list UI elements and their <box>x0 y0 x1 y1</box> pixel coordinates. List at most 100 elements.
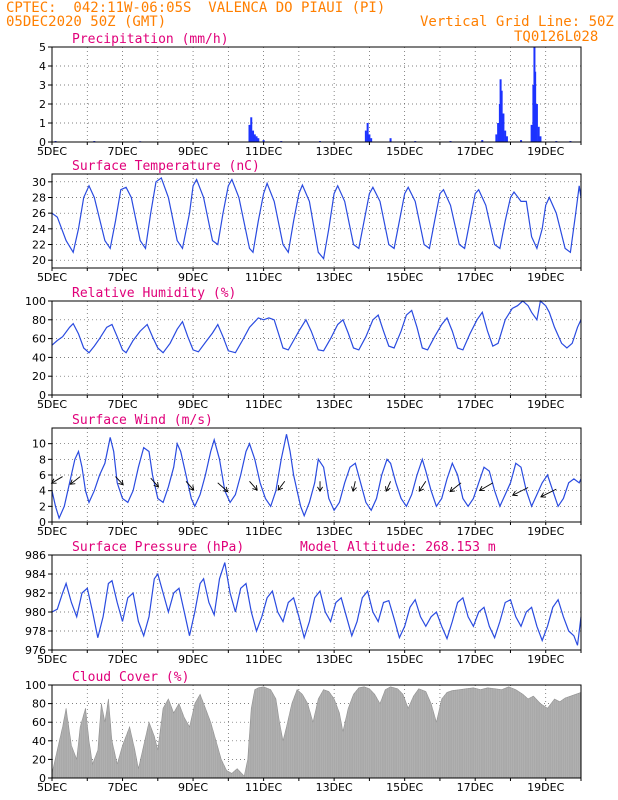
wind-ytick-label: 6 <box>39 469 46 482</box>
precip-bar <box>366 123 369 142</box>
temp-xtick-label: 9DEC <box>178 271 208 284</box>
cloud-area <box>51 686 582 779</box>
wind-xtick-label: 19DEC <box>527 525 564 538</box>
press-panel: 976 978 980 982 984 986 5DEC 7DEC 9DEC 11DEC 13DEC… <box>25 540 582 666</box>
wind-arrow <box>385 481 391 492</box>
wind-arrowhead <box>69 479 76 485</box>
precip-bar <box>537 126 540 142</box>
temp-title: Surface Temperature (nC) <box>72 159 260 174</box>
precip-bar <box>495 134 498 142</box>
precip-bar <box>502 113 505 142</box>
wind-arrowhead <box>540 492 546 498</box>
wind-arrowhead <box>351 486 357 493</box>
wind-arrow <box>512 487 529 496</box>
precip-frame <box>51 46 582 143</box>
cloud-xtick-label: 17DEC <box>457 781 494 794</box>
wind-arrowhead <box>511 490 518 497</box>
precip-bar <box>389 138 392 142</box>
precip-bar <box>368 134 371 142</box>
precip-bar <box>532 85 535 142</box>
precip-xtick-label: 5DEC <box>37 145 67 158</box>
precip-ytick-label: 0 <box>39 136 46 149</box>
precip-bar <box>539 136 542 142</box>
precip-bar <box>262 140 265 142</box>
precip-xtick-label: 19DEC <box>527 145 564 158</box>
rh-xtick-label: 19DEC <box>527 398 564 411</box>
wind-arrow <box>449 482 462 492</box>
precip-xtick-label: 17DEC <box>457 145 494 158</box>
precip-bar <box>481 140 484 142</box>
precip-bar <box>252 130 255 142</box>
cloud-ytick-label: 20 <box>32 753 46 766</box>
rh-ytick-label: 80 <box>32 314 46 327</box>
wind-ytick-label: 2 <box>39 500 46 513</box>
rh-ytick-label: 0 <box>39 389 46 402</box>
precip-bar <box>505 136 508 142</box>
rh-title: Relative Humidity (%) <box>72 286 236 301</box>
cloud-ytick-label: 80 <box>32 698 46 711</box>
wind-arrow <box>352 481 356 492</box>
wind-xtick-label: 11DEC <box>245 525 282 538</box>
temp-xtick-label: 5DEC <box>37 271 67 284</box>
precip-xtick-label: 9DEC <box>178 145 208 158</box>
cloud-ytick-label: 60 <box>32 716 46 729</box>
cloud-ytick-label: 0 <box>39 772 46 785</box>
press-xtick-label: 11DEC <box>245 653 282 666</box>
wind-arrowhead <box>277 485 283 491</box>
temp-xtick-label: 11DEC <box>245 271 282 284</box>
precip-bar <box>364 130 367 142</box>
wind-arrowhead <box>449 486 456 493</box>
precip-ytick-label: 3 <box>39 79 46 92</box>
rh-ytick-label: 40 <box>32 351 46 364</box>
precip-xtick-label: 11DEC <box>245 145 282 158</box>
precip-bar <box>504 130 507 142</box>
wind-xtick-label: 7DEC <box>107 525 137 538</box>
temp-ytick-label: 22 <box>32 239 46 252</box>
precip-bar <box>370 138 373 142</box>
wind-arrowhead <box>222 486 229 493</box>
wind-arrow <box>51 476 63 484</box>
wind-arrowhead <box>153 481 160 488</box>
rh-xtick-label: 13DEC <box>316 398 353 411</box>
wind-xtick-label: 15DEC <box>386 525 423 538</box>
rh-xtick-label: 11DEC <box>245 398 282 411</box>
cloud-xtick-label: 9DEC <box>178 781 208 794</box>
press-ytick-label: 986 <box>25 549 46 562</box>
temp-ytick-label: 28 <box>32 192 46 205</box>
wind-arrow <box>540 488 557 498</box>
precip-xtick-label: 15DEC <box>386 145 423 158</box>
temp-ytick-label: 20 <box>32 254 46 267</box>
precip-bar <box>520 140 523 142</box>
wind-ytick-label: 4 <box>39 485 46 498</box>
rh-line <box>51 299 582 354</box>
rh-xtick-label: 7DEC <box>107 398 137 411</box>
precip-bar <box>499 79 502 142</box>
precip-bar <box>500 90 503 142</box>
press-ytick-label: 976 <box>25 644 46 657</box>
precip-ytick-label: 2 <box>39 98 46 111</box>
cloud-xtick-label: 5DEC <box>37 781 67 794</box>
precip-bar <box>250 117 253 142</box>
wind-xtick-label: 5DEC <box>37 525 67 538</box>
press-xtick-label: 5DEC <box>37 653 67 666</box>
press-xtick-label: 13DEC <box>316 653 353 666</box>
precip-bar <box>530 124 533 142</box>
cloud-ytick-label: 40 <box>32 735 46 748</box>
temp-ytick-label: 26 <box>32 207 46 220</box>
cloud-xtick-label: 7DEC <box>107 781 137 794</box>
press-xtick-label: 15DEC <box>386 653 423 666</box>
precip-title: Precipitation (mm/h) <box>72 32 229 47</box>
precip-bar <box>534 71 537 142</box>
wind-arrow <box>150 477 159 488</box>
cloud-panel: 0 20 40 60 80 100 5DEC 7DEC 9DEC 11DEC 13DEC 15DEC 1… <box>25 670 582 794</box>
rh-xtick-label: 15DEC <box>386 398 423 411</box>
wind-ytick-label: 8 <box>39 453 46 466</box>
wind-arrow <box>115 476 124 486</box>
wind-arrow <box>277 480 286 491</box>
precip-bar <box>535 104 538 142</box>
wind-arrowhead <box>418 486 424 492</box>
wind-xtick-label: 13DEC <box>316 525 353 538</box>
precip-bar <box>255 136 258 142</box>
press-title: Surface Pressure (hPa) <box>72 540 244 555</box>
precip-xtick-label: 13DEC <box>316 145 353 158</box>
